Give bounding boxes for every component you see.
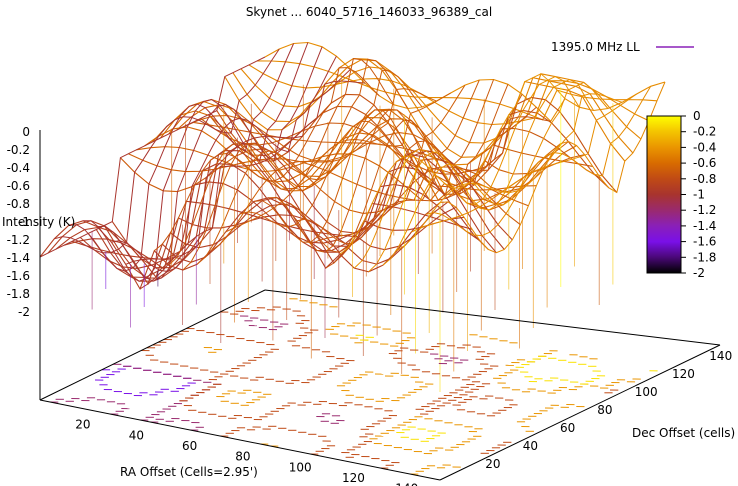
back-left-edge — [39, 289, 266, 401]
surface-col-line — [439, 81, 666, 254]
surface-col-line — [225, 92, 451, 233]
x-tick-label: 60 — [182, 439, 197, 453]
chart-title: Skynet ... 6040_5716_146033_96389_cal — [246, 5, 492, 19]
x-tick-label: 120 — [342, 471, 365, 485]
z-tick-label: -1.4 — [7, 251, 30, 265]
surface-col-line — [411, 93, 637, 233]
y-tick-label: 60 — [560, 421, 575, 435]
legend: 1395.0 MHz LL — [551, 40, 694, 54]
surface-col-line — [97, 46, 323, 282]
colorbar-tick-label: -0.6 — [693, 156, 716, 170]
y-tick-label: 140 — [709, 349, 732, 363]
surface-col-line — [396, 93, 623, 252]
surface-row-line — [55, 203, 457, 279]
surface-col-line — [125, 68, 352, 265]
colorbar-tick-label: -1.8 — [693, 250, 716, 264]
z-tick-label: -1.6 — [7, 269, 30, 283]
surface-col-line — [325, 116, 551, 269]
surface-col-line — [339, 73, 566, 255]
y-axis-label: Dec Offset (cells) — [632, 426, 735, 440]
y-tick-label: 20 — [485, 457, 500, 471]
x-axis-line — [39, 399, 441, 481]
colorbar: 0 -0.2-0.4 -0.6 -0.8 -1-1.2 -1.4 -1.6-1.8 -2 — [646, 109, 716, 280]
surface-row-line — [232, 59, 634, 158]
y-tick-label: 100 — [635, 385, 658, 399]
y-tick-labels: 20 40 60 80 100 120 140 — [485, 349, 732, 471]
z-tick-label: -1 — [18, 215, 30, 229]
z-tick-label: -0.4 — [7, 161, 30, 175]
colorbar-tick-labels: 0 -0.2-0.4 -0.6 -0.8 -1-1.2 -1.4 -1.6-1.8 -2 — [681, 109, 716, 280]
axes-layer — [39, 130, 721, 481]
z-tick-label: -0.8 — [7, 197, 30, 211]
colorbar-tick-label: -1.2 — [693, 203, 716, 217]
z-tick-labels: 0 -0.2 -0.4 -0.6 -0.8 -1 -1.2 -1.4 -1.6 -1.8 -2 — [7, 125, 30, 319]
surface-col-line — [39, 56, 266, 258]
colorbar-tick-label: -0.8 — [693, 172, 716, 186]
z-tick-label: 0 — [22, 125, 30, 139]
surface-layer — [39, 41, 666, 392]
colorbar-tick-label: -1.6 — [693, 235, 716, 249]
surface-col-line — [139, 80, 366, 290]
legend-entry-label: 1395.0 MHz LL — [551, 40, 640, 54]
x-tick-label: 100 — [289, 460, 312, 474]
x-axis-label: RA Offset (Cells=2.95') — [120, 465, 258, 479]
x-tick-label: 20 — [75, 418, 90, 432]
y-tick-label: 120 — [672, 367, 695, 381]
x-tick-label: 80 — [235, 450, 250, 464]
surface-col-line — [82, 42, 309, 282]
colorbar-tick-label: -1.4 — [693, 219, 716, 233]
back-right-edge — [264, 289, 721, 346]
surface-col-line — [353, 76, 580, 269]
contour-layer — [49, 298, 658, 475]
colorbar-tick-label: -0.2 — [693, 125, 716, 139]
surface-col-line — [211, 88, 437, 251]
z-tick-label: -1.2 — [7, 233, 30, 247]
surface-row-line — [256, 60, 658, 121]
surface-row-line — [224, 58, 626, 166]
colorbar-tick-label: 0 — [693, 109, 701, 123]
surface-col-line — [311, 106, 537, 245]
z-tick-label: -0.2 — [7, 143, 30, 157]
colorbar-tick-label: -2 — [693, 266, 705, 280]
y-tick-label: 40 — [523, 439, 538, 453]
x-tick-label: 40 — [129, 428, 144, 442]
y-tick-label: 80 — [597, 403, 612, 417]
surface-col-line — [382, 81, 609, 266]
z-tick-label: -1.8 — [7, 287, 30, 301]
surface-col-line — [297, 93, 523, 245]
surface-col-line — [268, 79, 495, 253]
colorbar-rect — [646, 115, 682, 274]
surface-row-line — [248, 64, 650, 126]
z-tick-label: -2 — [18, 305, 30, 319]
z-tick-label: -0.6 — [7, 179, 30, 193]
colorbar-tick-label: -0.4 — [693, 140, 716, 154]
y-axis-line — [439, 344, 721, 481]
surface-col-line — [168, 58, 395, 266]
z-axis-label: Intensity (K) — [2, 215, 75, 229]
x-tick-label: 140 — [395, 482, 418, 486]
surface-row-line — [103, 143, 505, 279]
x-tick-labels: 20 40 60 80 100 120 140 — [75, 418, 418, 486]
colorbar-tick-label: -1 — [693, 188, 705, 202]
